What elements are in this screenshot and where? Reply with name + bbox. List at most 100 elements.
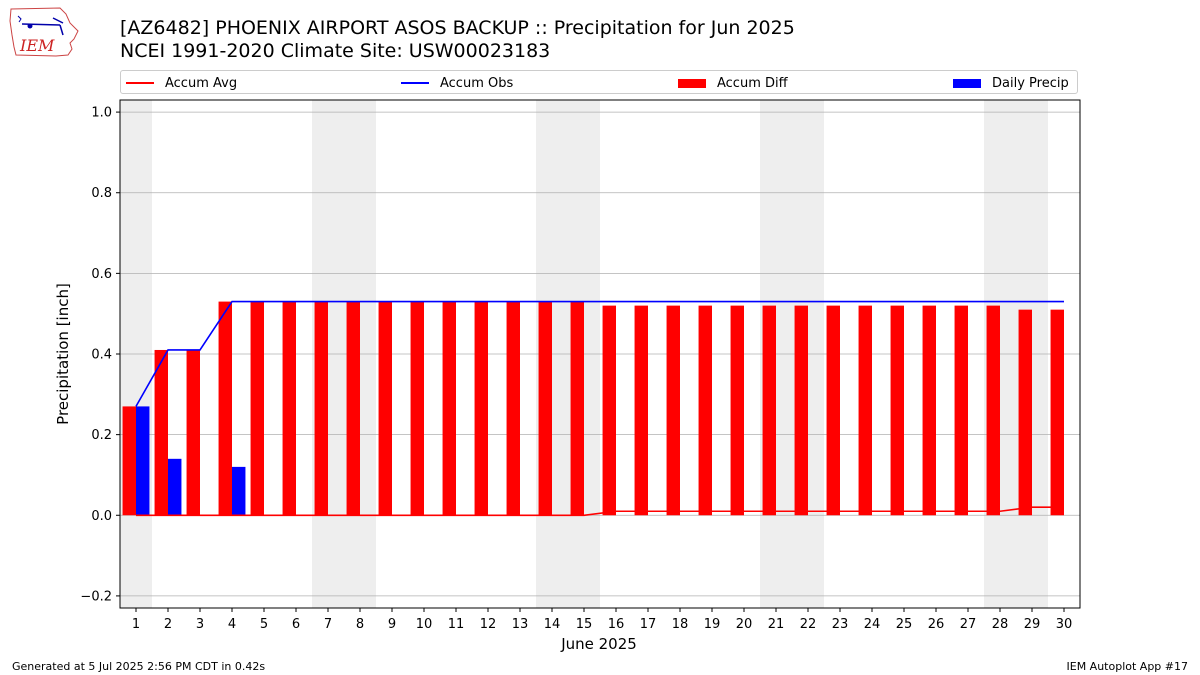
accum-diff-bar-day-6 — [282, 301, 296, 516]
x-tick-label: 17 — [640, 617, 657, 632]
x-tick-label: 16 — [608, 617, 625, 632]
app-credit: IEM Autoplot App #17 — [1066, 660, 1189, 673]
x-tick-label: 30 — [1056, 617, 1073, 632]
x-tick-label: 19 — [704, 617, 721, 632]
y-tick-label: 1.0 — [91, 106, 112, 121]
daily-precip-bar-day-1 — [136, 406, 150, 516]
axes: −0.20.00.20.40.60.81.01 2 3 4 5 6 7 8 9 10 11 12 13 1… — [80, 99, 1081, 632]
x-tick-label: 2 — [164, 617, 172, 632]
accum-diff-bar-day-22 — [794, 305, 808, 516]
y-tick-label: 0.0 — [91, 509, 112, 524]
x-tick-label: 15 — [576, 617, 593, 632]
weekend-shade-day-15 — [568, 100, 600, 608]
x-tick-label: 22 — [800, 617, 817, 632]
x-tick-label: 14 — [544, 617, 561, 632]
x-tick-label: 8 — [356, 617, 364, 632]
y-axis-label: Precipitation [inch] — [54, 283, 72, 425]
y-tick-label: 0.6 — [91, 267, 112, 282]
daily-precip-bar-day-2 — [168, 458, 182, 516]
chart-title: [AZ6482] PHOENIX AIRPORT ASOS BACKUP :: … — [120, 17, 795, 39]
accum-diff-bar-day-2 — [154, 349, 168, 516]
legend-item-daily-precip: Daily Precip — [953, 74, 1069, 92]
weekend-shade-day-8 — [344, 100, 376, 608]
accum-diff-bar-day-21 — [762, 305, 776, 516]
x-tick-label: 26 — [928, 617, 945, 632]
daily-precip-bar-day-4 — [232, 466, 246, 516]
y-tick-label: −0.2 — [80, 589, 112, 604]
legend-label-accum-avg: Accum Avg — [165, 75, 238, 91]
accum-diff-bar-day-27 — [954, 305, 968, 516]
x-tick-label: 29 — [1024, 617, 1041, 632]
accum-diff-bar-day-3 — [186, 349, 200, 516]
legend-swatch-accum-avg — [126, 82, 154, 84]
accum-diff-bar-day-17 — [634, 305, 648, 516]
weekend-shade-day-1 — [120, 100, 152, 608]
x-tick-label: 12 — [480, 617, 497, 632]
x-tick-label: 28 — [992, 617, 1009, 632]
accum-diff-bar-day-29 — [1018, 309, 1032, 516]
accum-diff-bar-day-12 — [474, 301, 488, 516]
x-tick-label: 13 — [512, 617, 529, 632]
y-tick-label: 0.8 — [91, 186, 112, 201]
weekend-shade-day-29 — [1016, 100, 1048, 608]
gridlines — [120, 111, 1080, 597]
accum-diff-bar-day-26 — [922, 305, 936, 516]
weekend-shade-day-28 — [984, 100, 1016, 608]
chart-legend: Accum Avg Accum Obs Accum Diff Daily Pre… — [120, 70, 1078, 94]
accum-diff-bar-day-9 — [378, 301, 392, 516]
x-tick-label: 4 — [228, 617, 236, 632]
legend-label-accum-diff: Accum Diff — [717, 75, 788, 91]
x-tick-label: 18 — [672, 617, 689, 632]
legend-label-accum-obs: Accum Obs — [440, 75, 514, 91]
legend-item-accum-obs: Accum Obs — [401, 74, 513, 92]
accum-diff-bar-day-10 — [410, 301, 424, 516]
weekend-shade-day-22 — [792, 100, 824, 608]
accum-diff-bar-day-20 — [730, 305, 744, 516]
x-tick-label: 6 — [292, 617, 300, 632]
accum-diff-bar-day-23 — [826, 305, 840, 516]
x-tick-label: 5 — [260, 617, 268, 632]
accum-diff-bar-day-19 — [698, 305, 712, 516]
legend-swatch-accum-obs — [401, 82, 429, 84]
x-tick-label: 10 — [416, 617, 433, 632]
accum-diff-bar-day-18 — [666, 305, 680, 516]
accum-avg-line — [136, 506, 1064, 517]
x-tick-label: 21 — [768, 617, 785, 632]
accum-diff-bar-day-15 — [570, 301, 584, 516]
chart-subtitle: NCEI 1991-2020 Climate Site: USW00023183 — [120, 40, 551, 62]
accum-diff-bar-day-13 — [506, 301, 520, 516]
x-tick-label: 3 — [196, 617, 204, 632]
accum-diff-bar-day-14 — [538, 301, 552, 516]
accum-diff-bar-day-11 — [442, 301, 456, 516]
x-tick-label: 7 — [324, 617, 332, 632]
legend-swatch-daily-precip — [953, 78, 981, 88]
accum-diff-bar-day-4 — [218, 301, 232, 516]
x-tick-label: 11 — [448, 617, 465, 632]
plot-frame — [119, 99, 1081, 609]
accum-diff-bar-day-8 — [346, 301, 360, 516]
x-tick-label: 27 — [960, 617, 977, 632]
y-tick-label: 0.4 — [91, 348, 112, 363]
weekend-shading — [120, 100, 1048, 608]
accum-diff-bar-day-16 — [602, 305, 616, 516]
x-tick-label: 23 — [832, 617, 849, 632]
x-tick-label: 9 — [388, 617, 396, 632]
x-tick-label: 24 — [864, 617, 881, 632]
svg-text:IEM: IEM — [19, 36, 55, 55]
generated-timestamp: Generated at 5 Jul 2025 2:56 PM CDT in 0… — [12, 660, 266, 673]
accum-diff-bar-day-24 — [858, 305, 872, 516]
lines — [135, 300, 1064, 517]
x-tick-label: 1 — [132, 617, 140, 632]
weekend-shade-day-7 — [312, 100, 344, 608]
accum-diff-bar-day-7 — [314, 301, 328, 516]
x-tick-label: 20 — [736, 617, 753, 632]
iem-logo: IEM — [9, 7, 79, 57]
accum-diff-bar-day-5 — [250, 301, 264, 516]
legend-label-daily-precip: Daily Precip — [992, 75, 1069, 91]
accum-diff-bar-day-1 — [122, 406, 136, 516]
bars — [122, 301, 1064, 516]
x-axis-label: June 2025 — [560, 635, 637, 653]
accum-obs-line — [135, 300, 1064, 407]
legend-swatch-accum-diff — [678, 78, 706, 88]
